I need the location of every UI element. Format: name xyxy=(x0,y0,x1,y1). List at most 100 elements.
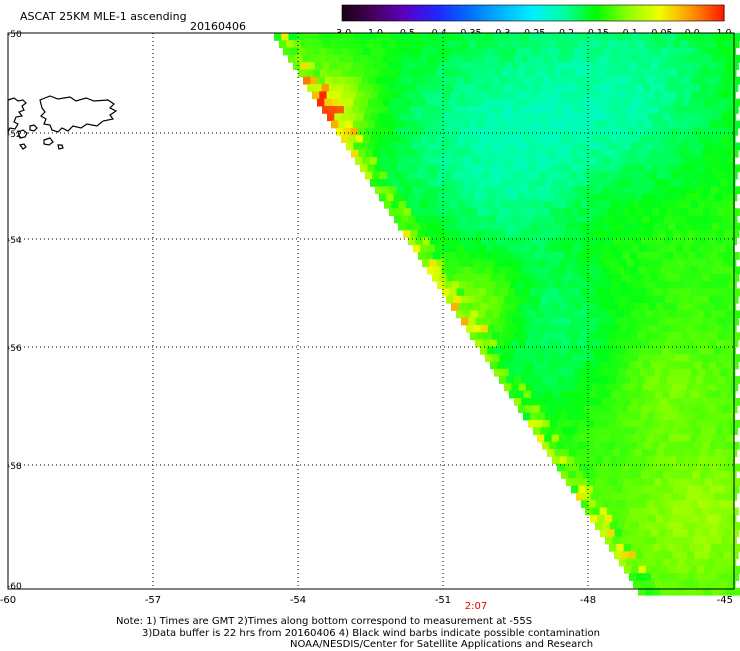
swath-cell xyxy=(679,128,687,136)
swath-cell xyxy=(572,164,580,172)
swath-cell xyxy=(634,471,642,479)
swath-cell xyxy=(671,194,679,202)
swath-cell xyxy=(619,515,627,523)
swath-cell xyxy=(670,70,678,78)
swath-cell xyxy=(673,40,681,48)
swath-cell xyxy=(673,274,681,282)
swath-cell xyxy=(643,362,651,370)
swath-cell xyxy=(334,113,342,121)
swath-cell xyxy=(699,347,707,355)
swath-cell xyxy=(384,157,392,165)
swath-cell xyxy=(684,347,692,355)
swath-cell xyxy=(444,70,452,78)
swath-cell xyxy=(615,529,623,537)
swath-cell xyxy=(586,486,594,494)
swath-cell xyxy=(374,40,382,48)
swath-cell xyxy=(600,274,608,282)
swath-cell xyxy=(714,325,722,333)
swath-cell xyxy=(683,223,691,231)
swath-cell xyxy=(672,551,680,559)
swath-cell xyxy=(729,537,737,545)
swath-cell xyxy=(308,62,316,70)
swath-cell xyxy=(551,33,559,41)
swath-cell xyxy=(693,194,701,202)
swath-cell xyxy=(610,223,618,231)
swath-cell xyxy=(677,179,685,187)
swath-cell xyxy=(714,471,722,479)
swath-cell xyxy=(434,55,442,63)
swath-cell xyxy=(725,208,733,216)
swath-cell xyxy=(656,515,664,523)
swath-cell xyxy=(397,121,405,129)
swath-cell xyxy=(514,354,522,362)
swath-cell xyxy=(498,252,506,260)
swath-cell xyxy=(651,274,659,282)
swath-cell xyxy=(656,493,664,501)
swath-cell xyxy=(482,172,490,180)
swath-cell xyxy=(580,77,588,85)
swath-cell xyxy=(658,318,666,326)
swath-cell xyxy=(520,208,528,216)
swath-cell xyxy=(707,70,715,78)
swath-cell xyxy=(501,201,509,209)
swath-cell xyxy=(585,62,593,70)
swath-cell xyxy=(731,529,739,537)
swath-cell xyxy=(656,281,664,289)
swath-cell xyxy=(678,537,686,545)
swath-cell xyxy=(661,33,669,41)
swath-cell xyxy=(417,106,425,114)
swath-cell xyxy=(646,55,654,63)
swath-cell xyxy=(651,362,659,370)
swath-cell xyxy=(589,157,597,165)
swath-cell xyxy=(555,216,563,224)
swath-cell xyxy=(329,106,337,114)
swath-cell xyxy=(351,84,359,92)
swath-cell xyxy=(642,172,650,180)
swath-cell xyxy=(579,208,587,216)
swath-cell xyxy=(643,150,651,158)
swath-cell xyxy=(682,566,690,574)
swath-cell xyxy=(405,99,413,107)
swath-cell xyxy=(562,216,570,224)
swath-cell xyxy=(700,70,708,78)
swath-cell xyxy=(561,113,569,121)
swath-cell xyxy=(334,91,342,99)
swath-cell xyxy=(499,186,507,194)
swath-cell xyxy=(561,281,569,289)
swath-cell xyxy=(629,508,637,516)
swath-cell xyxy=(631,99,639,107)
swath-cell xyxy=(511,172,519,180)
swath-cell xyxy=(562,405,570,413)
swath-cell xyxy=(731,274,739,282)
swath-cell xyxy=(424,62,432,70)
swath-cell xyxy=(574,413,582,421)
swath-cell xyxy=(544,267,552,275)
swath-cell xyxy=(660,55,668,63)
swath-cell xyxy=(660,332,668,340)
swath-cell xyxy=(497,84,505,92)
swath-cell xyxy=(572,398,580,406)
swath-cell xyxy=(716,84,724,92)
swath-cell xyxy=(579,420,587,428)
swath-cell xyxy=(687,62,695,70)
swath-cell xyxy=(681,252,689,260)
swath-cell xyxy=(571,486,579,494)
swath-cell xyxy=(310,77,318,85)
swath-cell xyxy=(672,427,680,435)
swath-cell xyxy=(668,55,676,63)
swath-cell xyxy=(553,347,561,355)
swath-cell xyxy=(385,48,393,56)
swath-cell xyxy=(558,143,566,151)
swath-cell xyxy=(627,194,635,202)
swath-cell xyxy=(601,186,609,194)
swath-cell xyxy=(723,84,731,92)
swath-cell xyxy=(510,281,518,289)
swath-cell xyxy=(655,581,663,589)
swath-cell xyxy=(594,121,602,129)
swath-cell xyxy=(414,91,422,99)
swath-cell xyxy=(490,84,498,92)
swath-cell xyxy=(711,55,719,63)
swath-cell xyxy=(644,573,652,581)
swath-cell xyxy=(641,303,649,311)
swath-cell xyxy=(662,581,670,589)
